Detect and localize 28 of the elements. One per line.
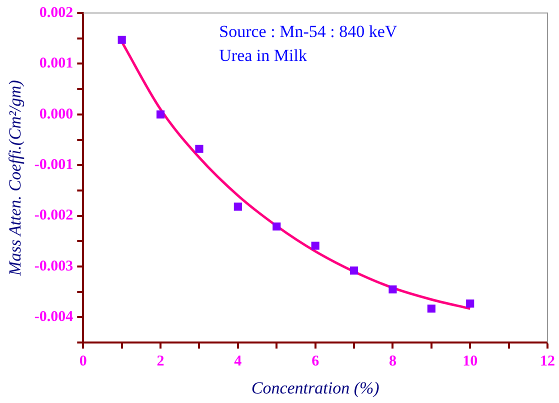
point	[311, 242, 320, 250]
x-tick-label: 12	[540, 353, 555, 370]
point	[388, 285, 397, 294]
point	[272, 222, 281, 231]
x-tick-label: 0	[79, 353, 87, 370]
y-tick-label: -0.001	[34, 157, 74, 173]
y-tick-label: 0.002	[39, 4, 74, 21]
annotation: Source : Mn-54 : 840 keV	[219, 22, 398, 41]
x-tick-label: 2	[156, 353, 164, 370]
x-axis-title: Concentration (%)	[251, 378, 380, 398]
x-tick-label: 8	[388, 353, 396, 370]
y-tick-label: 0.001	[39, 56, 74, 72]
y-tick-label: -0.004	[34, 309, 74, 326]
x-tick-label: 10	[462, 353, 478, 370]
point	[156, 110, 165, 118]
point	[350, 266, 358, 275]
y-tick-label: 0.000	[39, 106, 74, 122]
point	[195, 144, 204, 153]
y-tick-label: -0.003	[34, 258, 74, 274]
point	[118, 36, 126, 44]
annotation: Urea in Milk	[219, 46, 308, 65]
point	[427, 304, 436, 313]
x-tick-label: 4	[234, 353, 242, 370]
point	[466, 300, 474, 308]
x-tick-label: 6	[312, 353, 320, 370]
point	[234, 202, 242, 211]
y-axis-title: Mass Atten. Coeffi.(Cm²/gm)	[6, 80, 25, 277]
y-tick-label: -0.002	[34, 208, 74, 224]
